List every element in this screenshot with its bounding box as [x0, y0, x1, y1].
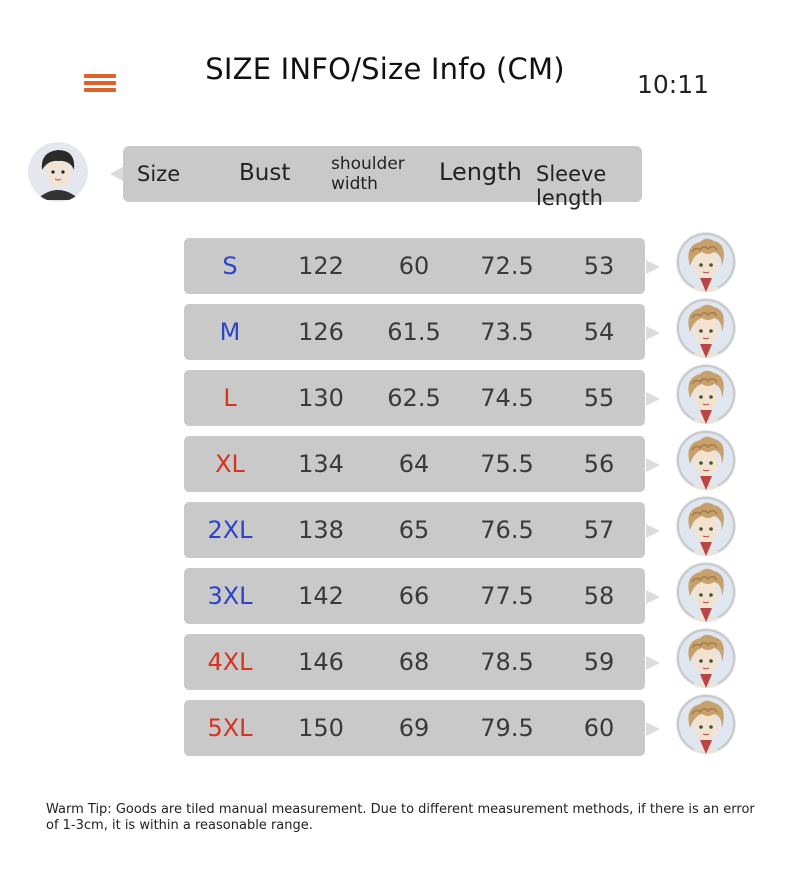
size-label: L	[223, 384, 237, 412]
length-value: 73.5	[480, 318, 534, 346]
bust-value: 138	[298, 516, 344, 544]
shoulder-width-value: 68	[398, 648, 430, 676]
shoulder-width-value: 64	[398, 450, 430, 478]
length-value: 72.5	[480, 252, 534, 280]
length-value: 75.5	[480, 450, 534, 478]
sleeve-length-value: 53	[583, 252, 615, 280]
size-label: M	[219, 318, 241, 346]
avatar	[676, 232, 736, 292]
bust-value: 126	[298, 318, 344, 346]
clock-time: 10:11	[637, 70, 710, 99]
size-label: S	[222, 252, 238, 280]
length-value: 78.5	[480, 648, 534, 676]
sleeve-length-value: 56	[583, 450, 615, 478]
avatar	[676, 562, 736, 622]
size-row: 3XL 142 66 77.5 58	[184, 568, 660, 624]
size-row: 4XL 146 68 78.5 59	[184, 634, 660, 690]
size-row: L 130 62.5 74.5 55	[184, 370, 660, 426]
header-length: Length	[439, 158, 522, 186]
menu-icon[interactable]	[84, 74, 116, 94]
length-value: 77.5	[480, 582, 534, 610]
bust-value: 146	[298, 648, 344, 676]
bust-value: 150	[298, 714, 344, 742]
size-row: M 126 61.5 73.5 54	[184, 304, 660, 360]
size-table-header: Size Bust shoulder width Length Sleeve le…	[110, 146, 642, 210]
size-label: 5XL	[207, 714, 253, 742]
length-value: 74.5	[480, 384, 534, 412]
size-row: 2XL 138 65 76.5 57	[184, 502, 660, 558]
avatar	[676, 628, 736, 688]
bust-value: 122	[298, 252, 344, 280]
shoulder-width-value: 69	[398, 714, 430, 742]
shoulder-width-value: 61.5	[387, 318, 441, 346]
length-value: 76.5	[480, 516, 534, 544]
sleeve-length-value: 55	[583, 384, 615, 412]
page-title: SIZE INFO/Size Info (CM)	[205, 52, 565, 86]
bust-value: 130	[298, 384, 344, 412]
size-row: 5XL 150 69 79.5 60	[184, 700, 660, 756]
shoulder-width-value: 66	[398, 582, 430, 610]
sleeve-length-value: 59	[583, 648, 615, 676]
bust-value: 134	[298, 450, 344, 478]
size-row: S 122 60 72.5 53	[184, 238, 660, 294]
size-label: 4XL	[207, 648, 253, 676]
avatar	[676, 430, 736, 490]
size-row: XL 134 64 75.5 56	[184, 436, 660, 492]
avatar	[676, 496, 736, 556]
avatar	[676, 364, 736, 424]
avatar	[676, 694, 736, 754]
avatar	[28, 142, 88, 202]
shoulder-width-value: 62.5	[387, 384, 441, 412]
header-size: Size	[137, 162, 181, 186]
sleeve-length-value: 54	[583, 318, 615, 346]
bust-value: 142	[298, 582, 344, 610]
sleeve-length-value: 60	[583, 714, 615, 742]
length-value: 79.5	[480, 714, 534, 742]
size-label: 3XL	[207, 582, 253, 610]
shoulder-width-value: 60	[398, 252, 430, 280]
avatar	[676, 298, 736, 358]
size-label: 2XL	[207, 516, 253, 544]
sleeve-length-value: 58	[583, 582, 615, 610]
size-label: XL	[215, 450, 245, 478]
header-sleeve-length: Sleeve length	[536, 162, 607, 210]
header-shoulder-width: shoulder width	[331, 154, 405, 194]
warm-tip: Warm Tip: Goods are tiled manual measure…	[46, 802, 755, 833]
header-bust: Bust	[239, 160, 291, 186]
sleeve-length-value: 57	[583, 516, 615, 544]
shoulder-width-value: 65	[398, 516, 430, 544]
